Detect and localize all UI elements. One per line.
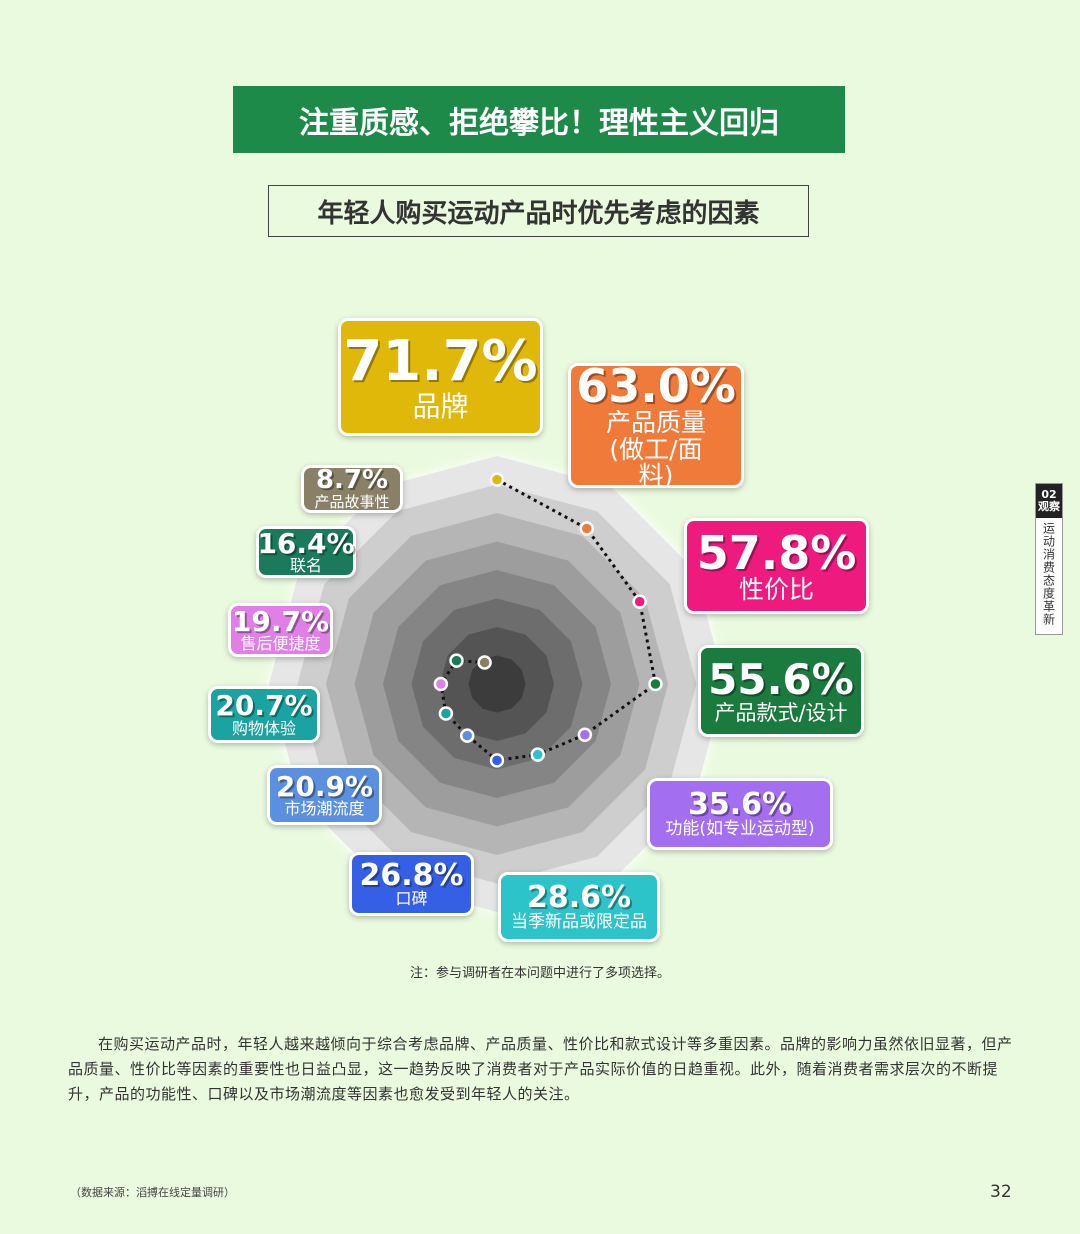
callout: 63.0% 产品质量(做工/面料) (568, 358, 744, 490)
value-label: 71.7% (343, 328, 538, 394)
tab-head: 02 观察 (1036, 484, 1062, 518)
value-label: 19.7% (231, 604, 330, 638)
radar-point (489, 472, 505, 487)
chart-title: 年轻人购买运动产品时优先考虑的因素 (268, 185, 809, 237)
category-label: 产品质量(做工/面料) (605, 408, 706, 490)
page-title: 注重质感、拒绝攀比！理性主义回归 (233, 86, 845, 153)
radar-point (648, 676, 663, 692)
category-label: 售后便捷度 (240, 634, 321, 654)
category-label: 功能(如专业运动型) (665, 818, 815, 839)
radar-chart (269, 456, 725, 912)
radar-line (439, 478, 658, 762)
radar-point (433, 676, 449, 692)
value-label: 20.7% (215, 689, 313, 723)
value-label: 57.8% (696, 525, 857, 580)
category-label: 产品款式/设计 (714, 701, 848, 726)
category-label: 购物体验 (231, 718, 296, 738)
value-label: 63.0% (576, 358, 736, 413)
value-label: 55.6% (708, 654, 854, 704)
page-number: 32 (990, 1182, 1012, 1202)
value-label: 16.4% (257, 526, 355, 560)
category-label: 品牌 (412, 389, 469, 423)
value-label: 35.6% (687, 787, 793, 823)
value-label: 26.8% (359, 857, 464, 893)
callout: 26.8% 口碑 (349, 852, 474, 916)
category-label: 口碑 (395, 889, 428, 909)
radar-ring (468, 655, 526, 713)
callout: 8.7% 产品故事性 (301, 465, 403, 513)
value-label: 28.6% (526, 880, 632, 916)
callout: 16.4% 联名 (256, 526, 356, 578)
section-tab: 02 观察 运动消费态度革新 (1035, 483, 1063, 635)
value-label: 20.9% (275, 769, 374, 803)
category-label: 产品故事性 (314, 492, 390, 511)
callout: 71.7% 品牌 (338, 318, 543, 436)
radar-point (577, 727, 593, 742)
radar-point (530, 747, 546, 762)
tab-text: 运动消费态度革新 (1041, 522, 1056, 626)
radar-point (579, 521, 595, 536)
category-label: 市场潮流度 (284, 799, 365, 819)
radar-point (438, 706, 454, 721)
callout: 57.8% 性价比 (684, 518, 869, 614)
paragraph: 在购买运动产品时，年轻人越来越倾向于综合考虑品牌、产品质量、性价比和款式设计等多… (68, 1035, 1013, 1103)
callout: 19.7% 售后便捷度 (228, 603, 333, 657)
value-label: 8.7% (315, 465, 389, 496)
category-label: 当季新品或限定品 (511, 911, 647, 932)
radar-point (459, 728, 475, 743)
callout: 20.7% 购物体验 (208, 686, 320, 743)
callout: 35.6% 功能(如专业运动型) (647, 778, 833, 850)
tab-label: 观察 (1038, 500, 1060, 513)
radar-point (477, 655, 492, 670)
callout: 28.6% 当季新品或限定品 (498, 872, 660, 942)
callout: 20.9% 市场潮流度 (267, 765, 382, 825)
radar-point (449, 653, 464, 668)
radar-point (632, 594, 647, 609)
callout: 55.6% 产品款式/设计 (698, 645, 864, 737)
category-label: 联名 (289, 556, 322, 576)
tab-number: 02 (1041, 487, 1057, 501)
category-label: 性价比 (738, 575, 814, 605)
source: （数据来源：滔搏在线定量调研） (70, 1186, 235, 1199)
radar-point (489, 753, 505, 768)
note: 注：参与调研者在本问题中进行了多项选择。 (409, 966, 670, 981)
